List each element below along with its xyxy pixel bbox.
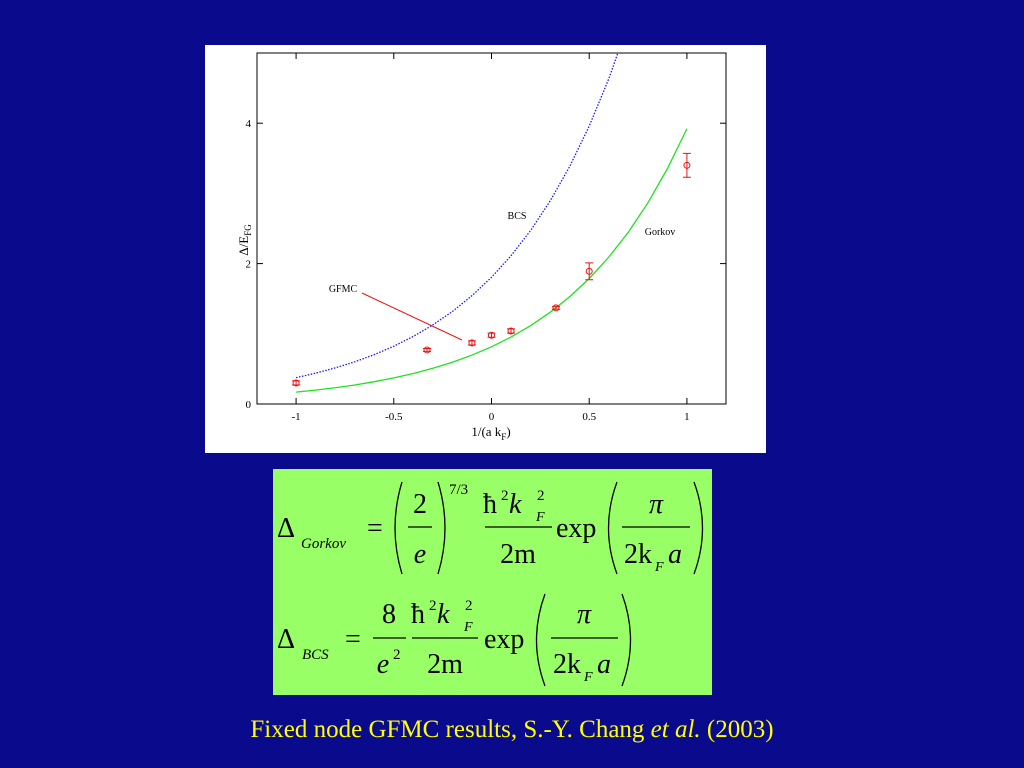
chart: -1 -0.5 0 0.5 1 0 2 4 BCS Gorkov GFMC bbox=[246, 53, 726, 423]
data-point bbox=[423, 346, 431, 354]
formula-token: 2 bbox=[393, 647, 401, 663]
formula-token: 2k bbox=[624, 539, 652, 570]
formula-token: 2 bbox=[501, 488, 509, 504]
formula-token: F bbox=[535, 510, 545, 525]
x-tick-label: -0.5 bbox=[385, 411, 403, 423]
curve bbox=[296, 128, 688, 393]
x-tick-label: -1 bbox=[291, 411, 300, 423]
data-point bbox=[683, 161, 691, 169]
formula-token: ħ bbox=[411, 599, 425, 630]
series-label: GFMC bbox=[329, 284, 358, 295]
formula-token: 2m bbox=[500, 539, 536, 570]
data-point bbox=[585, 267, 593, 275]
series-label: Gorkov bbox=[645, 227, 676, 238]
formula-token: π bbox=[649, 489, 664, 520]
formula-token: 8 bbox=[382, 599, 396, 630]
formula-token: = bbox=[345, 624, 361, 655]
formula-token: 7/3 bbox=[449, 482, 468, 498]
y-axis-label: Δ/EFG bbox=[236, 224, 253, 256]
formula-lines bbox=[373, 481, 704, 687]
formula-token: 2 bbox=[537, 488, 545, 504]
data-point bbox=[507, 327, 515, 335]
formula-token: BCS bbox=[302, 647, 329, 663]
formula-token: e bbox=[414, 539, 426, 570]
y-tick-label: 4 bbox=[246, 118, 252, 130]
x-tick-label: 1 bbox=[684, 411, 690, 423]
data-point bbox=[292, 379, 300, 387]
formula-token: Δ bbox=[277, 624, 295, 655]
formula-box bbox=[273, 469, 712, 695]
y-tick-label: 2 bbox=[246, 259, 252, 271]
curve bbox=[295, 53, 619, 379]
formula-token: ħ bbox=[483, 489, 497, 520]
x-tick-label: 0 bbox=[489, 411, 495, 423]
formula-token: Δ bbox=[277, 513, 295, 544]
series-label: BCS bbox=[508, 211, 527, 222]
formula-token: 2 bbox=[429, 598, 437, 614]
formula-token: F bbox=[583, 670, 593, 685]
formula-token: Gorkov bbox=[301, 536, 346, 552]
formula-token: 2k bbox=[553, 649, 581, 680]
x-axis-label: 1/(a kF) bbox=[471, 424, 510, 442]
x-tick-label: 0.5 bbox=[582, 411, 596, 423]
formula-token: a bbox=[597, 649, 611, 680]
formula-token: exp bbox=[484, 624, 524, 655]
formula-token: 2 bbox=[465, 598, 473, 614]
formula-token: exp bbox=[556, 513, 596, 544]
data-point bbox=[552, 304, 560, 312]
formula-token: π bbox=[577, 599, 592, 630]
annotation-arrow bbox=[361, 292, 463, 341]
formula-token: 2 bbox=[413, 489, 427, 520]
formula-token: a bbox=[668, 539, 682, 570]
formula-token: = bbox=[367, 513, 383, 544]
chart-panel bbox=[205, 45, 766, 453]
data-point bbox=[468, 339, 476, 347]
formula-token: k bbox=[509, 489, 522, 520]
caption: Fixed node GFMC results, S.-Y. Chang et … bbox=[250, 716, 773, 743]
formula-token: e bbox=[377, 649, 389, 680]
formula-token: F bbox=[654, 560, 664, 575]
formula-token: k bbox=[437, 599, 450, 630]
formula-token: 2m bbox=[427, 649, 463, 680]
formula-token: F bbox=[463, 620, 473, 635]
y-tick-label: 0 bbox=[246, 399, 252, 411]
error-bar bbox=[585, 262, 594, 281]
data-point bbox=[488, 331, 495, 339]
error-bar bbox=[682, 152, 691, 178]
